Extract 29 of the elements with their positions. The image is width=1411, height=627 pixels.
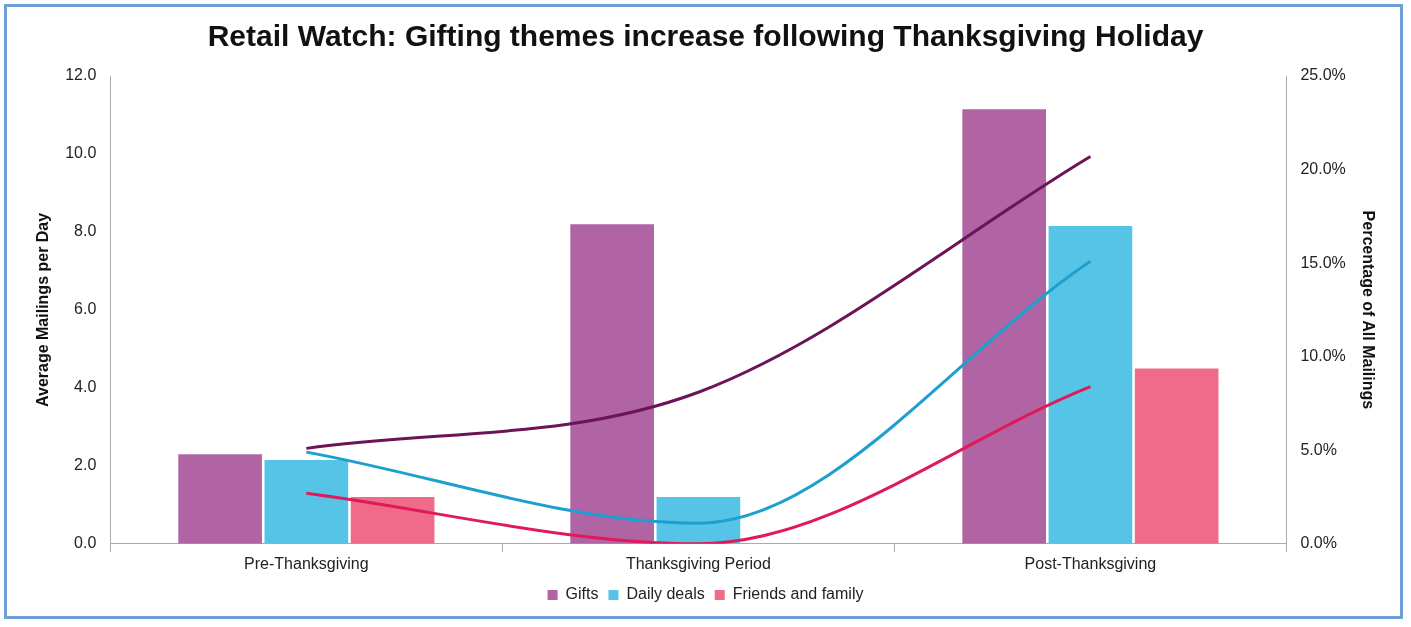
y2-tick-label: 0.0% — [1300, 534, 1337, 552]
y-tick-label: 4.0 — [74, 378, 97, 396]
y2-tick-label: 5.0% — [1300, 440, 1337, 458]
bar — [570, 224, 654, 544]
x-tick-label: Post-Thanksgiving — [1024, 554, 1157, 572]
y-tick-label: 2.0 — [74, 456, 97, 474]
y-tick-label: 6.0 — [74, 300, 97, 318]
bar — [178, 454, 262, 544]
y2-axis-title: Percentage of All Mailings — [1359, 210, 1377, 410]
y2-tick-label: 20.0% — [1300, 159, 1346, 177]
y-tick-label: 10.0 — [65, 144, 97, 162]
legend-label: Gifts — [565, 585, 599, 603]
chart-title: Retail Watch: Gifting themes increase following Thanksgiving Holiday — [207, 19, 1204, 53]
y-tick-label: 12.0 — [65, 66, 97, 84]
y2-tick-label: 15.0% — [1300, 253, 1346, 271]
y-axis-title: Average Mailings per Day — [34, 212, 52, 407]
bar — [1134, 368, 1219, 544]
y-tick-label: 0.0 — [74, 534, 97, 552]
x-tick-label: Pre-Thanksgiving — [244, 554, 369, 572]
legend-label: Friends and family — [732, 585, 864, 603]
y2-tick-label: 10.0% — [1300, 347, 1346, 365]
bar — [1048, 226, 1133, 544]
y-tick-label: 8.0 — [74, 222, 97, 240]
legend-label: Daily deals — [626, 585, 705, 603]
bar — [350, 497, 435, 544]
bar — [264, 459, 349, 544]
y2-tick-label: 25.0% — [1300, 66, 1346, 84]
bar — [962, 109, 1046, 544]
x-tick-label: Thanksgiving Period — [625, 554, 771, 572]
